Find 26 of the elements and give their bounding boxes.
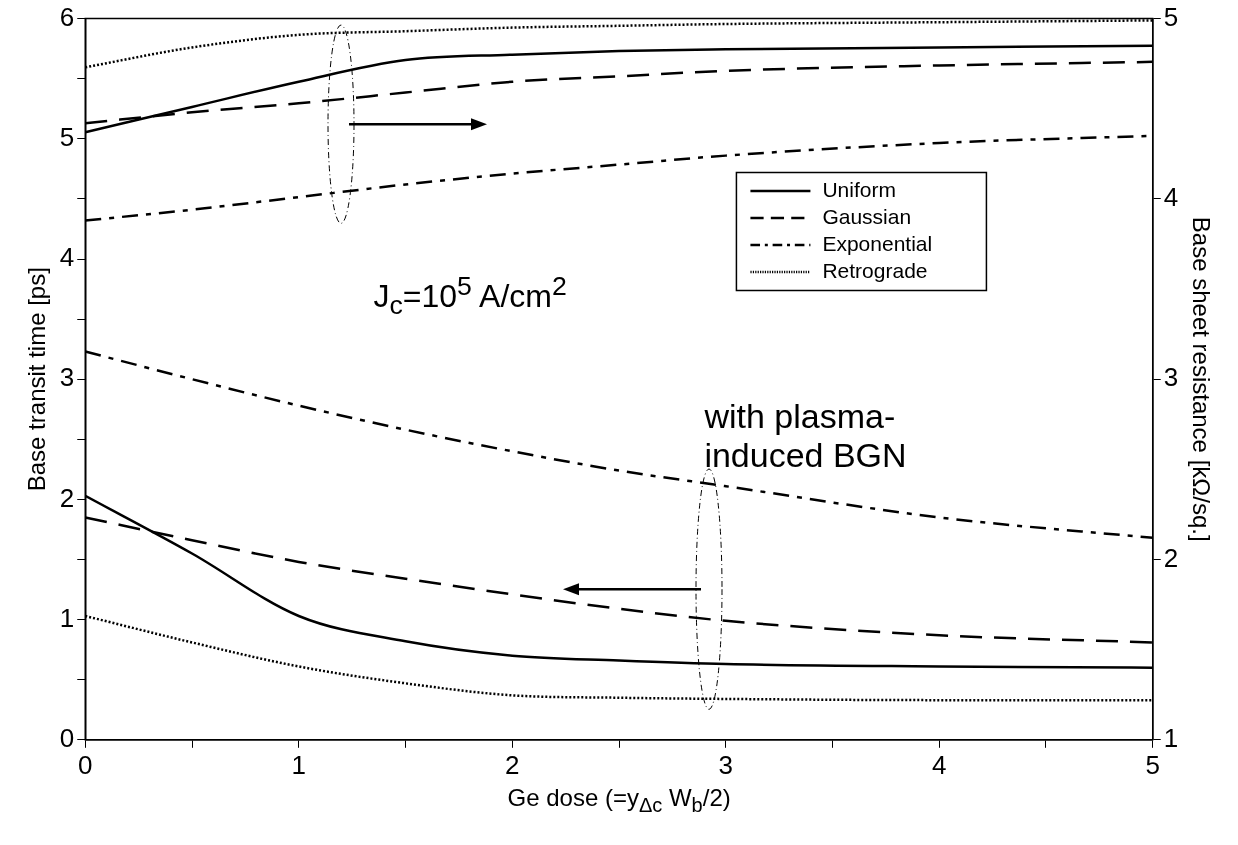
y2-tick-label: 1 (1163, 722, 1179, 753)
legend-label: Exponential (822, 231, 933, 255)
y-tick-label: 2 (59, 482, 75, 513)
y2-tick-label: 5 (1163, 1, 1179, 32)
x-tick-label: 5 (1145, 749, 1160, 780)
y-tick-label: 5 (59, 121, 75, 152)
y-axis-title: Base transit time [ps] (23, 267, 51, 492)
y2-tick-label: 4 (1163, 182, 1179, 213)
y-tick-label: 6 (59, 1, 75, 32)
legend-label: Retrograde (822, 258, 928, 282)
y2-tick-label: 2 (1163, 542, 1179, 573)
y-tick-label: 0 (59, 722, 75, 753)
x-tick-label: 4 (932, 749, 947, 780)
legend-label: Uniform (822, 177, 896, 201)
x-axis-title: Ge dose (=y$_{Δc}$ W$_{b}$/2) (507, 783, 731, 817)
y2-axis-title: Base sheet resistance [kΩ/sq.] (1187, 216, 1215, 542)
y-tick-label: 1 (59, 602, 75, 633)
x-tick-label: 1 (291, 749, 306, 780)
y-tick-label: 3 (59, 362, 75, 393)
legend-label: Gaussian (822, 204, 912, 228)
x-tick-label: 3 (718, 749, 733, 780)
y2-tick-label: 3 (1163, 362, 1179, 393)
y-tick-label: 4 (59, 242, 75, 273)
annotation: J$_{c}$=10$^{5}$ A/cm$^{2}$ (373, 271, 567, 322)
x-tick-label: 2 (505, 749, 520, 780)
annotation: with plasma-induced BGN (704, 397, 908, 476)
